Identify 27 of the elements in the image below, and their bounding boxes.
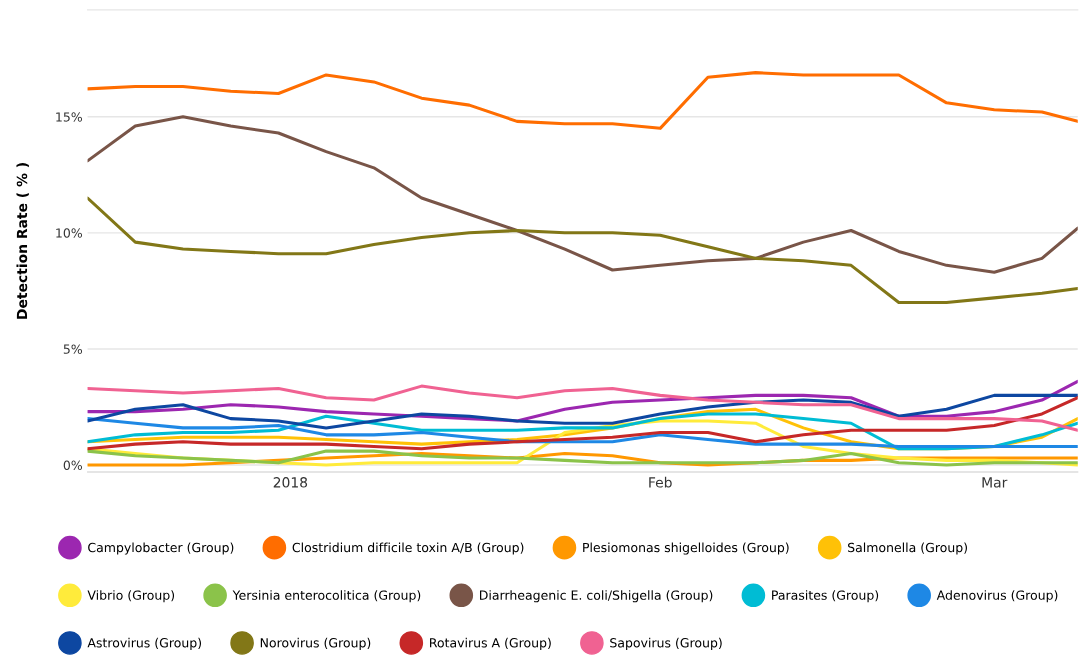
legend-label: Sapovirus (Group) [610,637,722,650]
line-series [87,393,1078,430]
legend-label: Astrovirus (Group) [87,637,202,650]
line-series [87,384,1078,432]
line-series [87,396,1078,451]
line-series [87,71,1078,130]
x-tick-label: Mar [982,477,1008,488]
legend-label: Rotavirus A (Group) [430,637,551,650]
x-tick-label: 2018 [273,477,308,488]
y-axis-title: Detection Rate ( % ) [16,163,29,319]
legend-label: Plesiomonas shigelloides (Group) [583,542,789,555]
legend-label: Clostridium difficile toxin A/B (Group) [292,542,524,555]
legend-label: Norovirus (Group) [260,637,371,650]
legend-label: Parasites (Group) [772,590,879,603]
line-series [87,115,1078,274]
line-series [87,196,1078,305]
legend-label: Diarrheagenic E. coli/Shigella (Group) [480,590,713,603]
y-tick-label: 5% [63,344,83,354]
y-tick-label: 10% [56,228,83,238]
legend-label: Adenovirus (Group) [936,590,1058,603]
legend-label: Yersinia enterocolitica (Group) [232,590,421,603]
x-tick-label: Feb [649,476,672,488]
legend-label: Salmonella (Group) [848,542,967,555]
y-tick-label: 0% [63,460,83,470]
legend-label: Campylobacter (Group) [88,542,234,555]
legend-label: Vibrio (Group) [87,590,175,603]
y-tick-label: 15% [56,112,83,122]
